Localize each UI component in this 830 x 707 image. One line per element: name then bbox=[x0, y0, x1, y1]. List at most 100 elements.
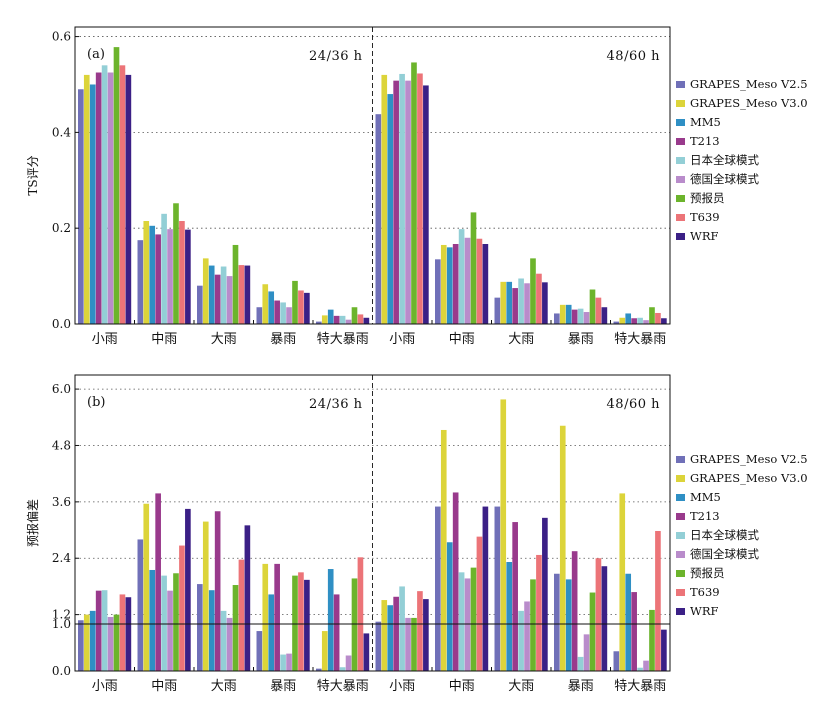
panel-b-label: (b) bbox=[87, 395, 105, 410]
panel-a-bar-24-36h-日本全球模式-大雨 bbox=[220, 266, 227, 324]
panel-b-legend-swatch-日本全球模式 bbox=[676, 532, 685, 539]
panel-a-ytick-label: 0.4 bbox=[52, 125, 71, 139]
panel-b-ytick-label: 1.2 bbox=[52, 608, 71, 622]
panel-a-legend-label-日本全球模式: 日本全球模式 bbox=[690, 153, 759, 167]
panel-a-bar-48-60h-MM5-特大暴雨 bbox=[625, 313, 632, 324]
panel-a-legend-label-MM5: MM5 bbox=[690, 115, 721, 129]
panel-b-bar-48-60h-德国全球模式-中雨 bbox=[464, 578, 471, 671]
panel-b-bar-48-60h-GRAPES_Meso V2.5-特大暴雨 bbox=[613, 651, 620, 671]
panel-b-legend-label-WRF: WRF bbox=[690, 604, 718, 618]
panel-b-bar-48-60h-T213-暴雨 bbox=[571, 551, 578, 671]
panel-b-bar-48-60h-日本全球模式-暴雨 bbox=[577, 656, 584, 671]
panel-b-bar-48-60h-GRAPES_Meso V2.5-大雨 bbox=[494, 506, 501, 671]
panel-b-legend-label-MM5: MM5 bbox=[690, 490, 721, 504]
panel-a-bar-48-60h-德国全球模式-特大暴雨 bbox=[643, 320, 649, 324]
panel-b-bar-24-36h-MM5-中雨 bbox=[149, 569, 156, 671]
panel-b-bar-48-60h-GRAPES_Meso V2.5-中雨 bbox=[435, 506, 441, 671]
panel-a-legend-swatch-MM5 bbox=[676, 119, 685, 126]
panel-b-frame bbox=[74, 374, 671, 672]
panel-b-xtick-label: 中雨 bbox=[449, 679, 475, 694]
panel-b-xtick-label: 大雨 bbox=[211, 679, 237, 694]
panel-a-bar-48-60h-T213-中雨 bbox=[452, 244, 459, 324]
panel-b-bar-48-60h-GRAPES_Meso V3.0-小雨 bbox=[381, 600, 388, 671]
panel-a-bar-48-60h-T213-暴雨 bbox=[571, 309, 578, 324]
panel-a-bar-24-36h-预报员-大雨 bbox=[232, 244, 239, 324]
panel-a-legend-label-T213: T213 bbox=[690, 134, 720, 148]
panel-b-bar-24-36h-WRF-中雨 bbox=[185, 508, 191, 671]
panel-b-bar-24-36h-T639-暴雨 bbox=[298, 572, 304, 671]
panel-a-bar-48-60h-MM5-中雨 bbox=[446, 247, 453, 324]
panel-b-legend-swatch-WRF bbox=[676, 608, 685, 615]
panel-b-bar-24-36h-GRAPES_Meso V2.5-大雨 bbox=[197, 584, 203, 671]
panel-b-bar-24-36h-T213-小雨 bbox=[95, 590, 102, 671]
panel-a-xtick-label: 暴雨 bbox=[270, 332, 296, 347]
panel-b-bar-24-36h-德国全球模式-特大暴雨 bbox=[345, 655, 352, 671]
panel-a-bar-24-36h-T213-大雨 bbox=[214, 274, 221, 324]
panel-b-legend-swatch-德国全球模式 bbox=[676, 551, 685, 558]
panel-b-xtick-label: 中雨 bbox=[151, 679, 177, 694]
panel-a-bar-24-36h-T639-中雨 bbox=[179, 221, 185, 324]
panel-a-legend-swatch-德国全球模式 bbox=[676, 176, 685, 183]
panel-b-bar-24-36h-T639-中雨 bbox=[179, 545, 185, 671]
panel-a-bar-48-60h-GRAPES_Meso V2.5-特大暴雨 bbox=[613, 321, 620, 324]
panel-a-xtick-label: 特大暴雨 bbox=[614, 332, 666, 347]
panel-a-legend-label-GRAPES_Meso V2.5: GRAPES_Meso V2.5 bbox=[690, 77, 808, 91]
panel-b-bar-48-60h-预报员-中雨 bbox=[470, 567, 477, 671]
panel-b-bar-24-36h-T213-大雨 bbox=[214, 511, 221, 671]
panel-b-bar-48-60h-德国全球模式-特大暴雨 bbox=[643, 660, 649, 671]
panel-a-bar-24-36h-德国全球模式-大雨 bbox=[226, 276, 233, 324]
panel-a-bar-48-60h-GRAPES_Meso V2.5-小雨 bbox=[375, 114, 382, 325]
panel-b-legend-label-GRAPES_Meso V2.5: GRAPES_Meso V2.5 bbox=[690, 452, 808, 466]
panel-a-bar-48-60h-T639-特大暴雨 bbox=[655, 312, 661, 324]
panel-b-bar-48-60h-WRF-小雨 bbox=[423, 599, 429, 671]
panel-b-bar-48-60h-MM5-暴雨 bbox=[565, 579, 572, 671]
panel-b-bar-48-60h-GRAPES_Meso V3.0-特大暴雨 bbox=[619, 493, 626, 671]
panel-a-bar-48-60h-MM5-小雨 bbox=[387, 94, 394, 324]
panel-b-bar-48-60h-GRAPES_Meso V2.5-暴雨 bbox=[554, 573, 560, 671]
panel-a-bar-48-60h-T639-大雨 bbox=[536, 273, 542, 324]
panel-b-bar-48-60h-WRF-暴雨 bbox=[601, 566, 608, 671]
panel-b-ytick-label: 3.6 bbox=[52, 495, 71, 509]
panel-a-bar-24-36h-预报员-特大暴雨 bbox=[351, 307, 358, 324]
panel-a-legend-swatch-预报员 bbox=[676, 195, 685, 202]
panel-a-bar-48-60h-MM5-暴雨 bbox=[565, 304, 572, 324]
panel-a-bar-48-60h-WRF-小雨 bbox=[423, 85, 429, 324]
panel-a-bar-24-36h-GRAPES_Meso V2.5-小雨 bbox=[78, 89, 84, 325]
panel-a-ytick-label: 0.2 bbox=[52, 221, 71, 235]
panel-b-bar-24-36h-GRAPES_Meso V3.0-特大暴雨 bbox=[321, 631, 328, 671]
panel-a-bar-48-60h-预报员-大雨 bbox=[530, 258, 536, 324]
panel-a-bar-24-36h-GRAPES_Meso V3.0-特大暴雨 bbox=[321, 315, 328, 324]
panel-a-bar-24-36h-日本全球模式-中雨 bbox=[161, 213, 167, 324]
panel-a-bar-24-36h-GRAPES_Meso V2.5-特大暴雨 bbox=[316, 321, 322, 324]
panel-a-xtick-label: 中雨 bbox=[151, 332, 177, 347]
panel-a-bar-24-36h-T639-大雨 bbox=[238, 265, 245, 324]
panel-b-bar-24-36h-预报员-小雨 bbox=[113, 614, 120, 671]
panel-a-bar-48-60h-德国全球模式-小雨 bbox=[405, 80, 411, 325]
panel-a-bar-24-36h-WRF-中雨 bbox=[185, 229, 191, 324]
panel-b-bar-48-60h-日本全球模式-中雨 bbox=[458, 572, 465, 671]
panel-b-bar-24-36h-GRAPES_Meso V2.5-中雨 bbox=[137, 539, 144, 671]
panel-b-bar-48-60h-预报员-小雨 bbox=[411, 617, 417, 671]
panel-b-bar-48-60h-GRAPES_Meso V3.0-大雨 bbox=[500, 399, 507, 671]
panel-b-legend-label-T213: T213 bbox=[690, 509, 720, 523]
panel-a-bar-24-36h-T639-小雨 bbox=[119, 65, 126, 324]
panel-b-xtick-label: 暴雨 bbox=[270, 679, 296, 694]
panel-b-bar-48-60h-WRF-中雨 bbox=[482, 506, 489, 671]
panel-b-bar-48-60h-T213-中雨 bbox=[452, 492, 459, 671]
panel-a-bar-24-36h-T213-特大暴雨 bbox=[333, 315, 340, 324]
panel-a-bar-24-36h-MM5-大雨 bbox=[208, 265, 215, 324]
panel-b-legend-swatch-预报员 bbox=[676, 570, 685, 577]
panel-a-ytick-label: 0.6 bbox=[52, 30, 71, 44]
panel-a-bar-24-36h-日本全球模式-暴雨 bbox=[280, 302, 286, 324]
panel-a-ylabel: TS评分 bbox=[26, 155, 40, 195]
panel-a-bar-48-60h-GRAPES_Meso V3.0-中雨 bbox=[440, 244, 447, 324]
panel-b-bar-24-36h-T213-暴雨 bbox=[274, 563, 280, 671]
panel-b-bar-48-60h-T639-小雨 bbox=[417, 591, 423, 671]
panel-a-bar-24-36h-GRAPES_Meso V2.5-中雨 bbox=[137, 240, 144, 324]
panel-b-bar-24-36h-T213-特大暴雨 bbox=[333, 594, 340, 671]
panel-a-bar-24-36h-GRAPES_Meso V3.0-小雨 bbox=[83, 74, 90, 325]
panel-a-bar-48-60h-WRF-暴雨 bbox=[601, 307, 608, 324]
panel-b-bar-24-36h-日本全球模式-暴雨 bbox=[280, 654, 286, 671]
panel-b-bar-24-36h-GRAPES_Meso V2.5-特大暴雨 bbox=[316, 668, 322, 671]
panel-b-xtick-label: 特大暴雨 bbox=[614, 679, 666, 694]
